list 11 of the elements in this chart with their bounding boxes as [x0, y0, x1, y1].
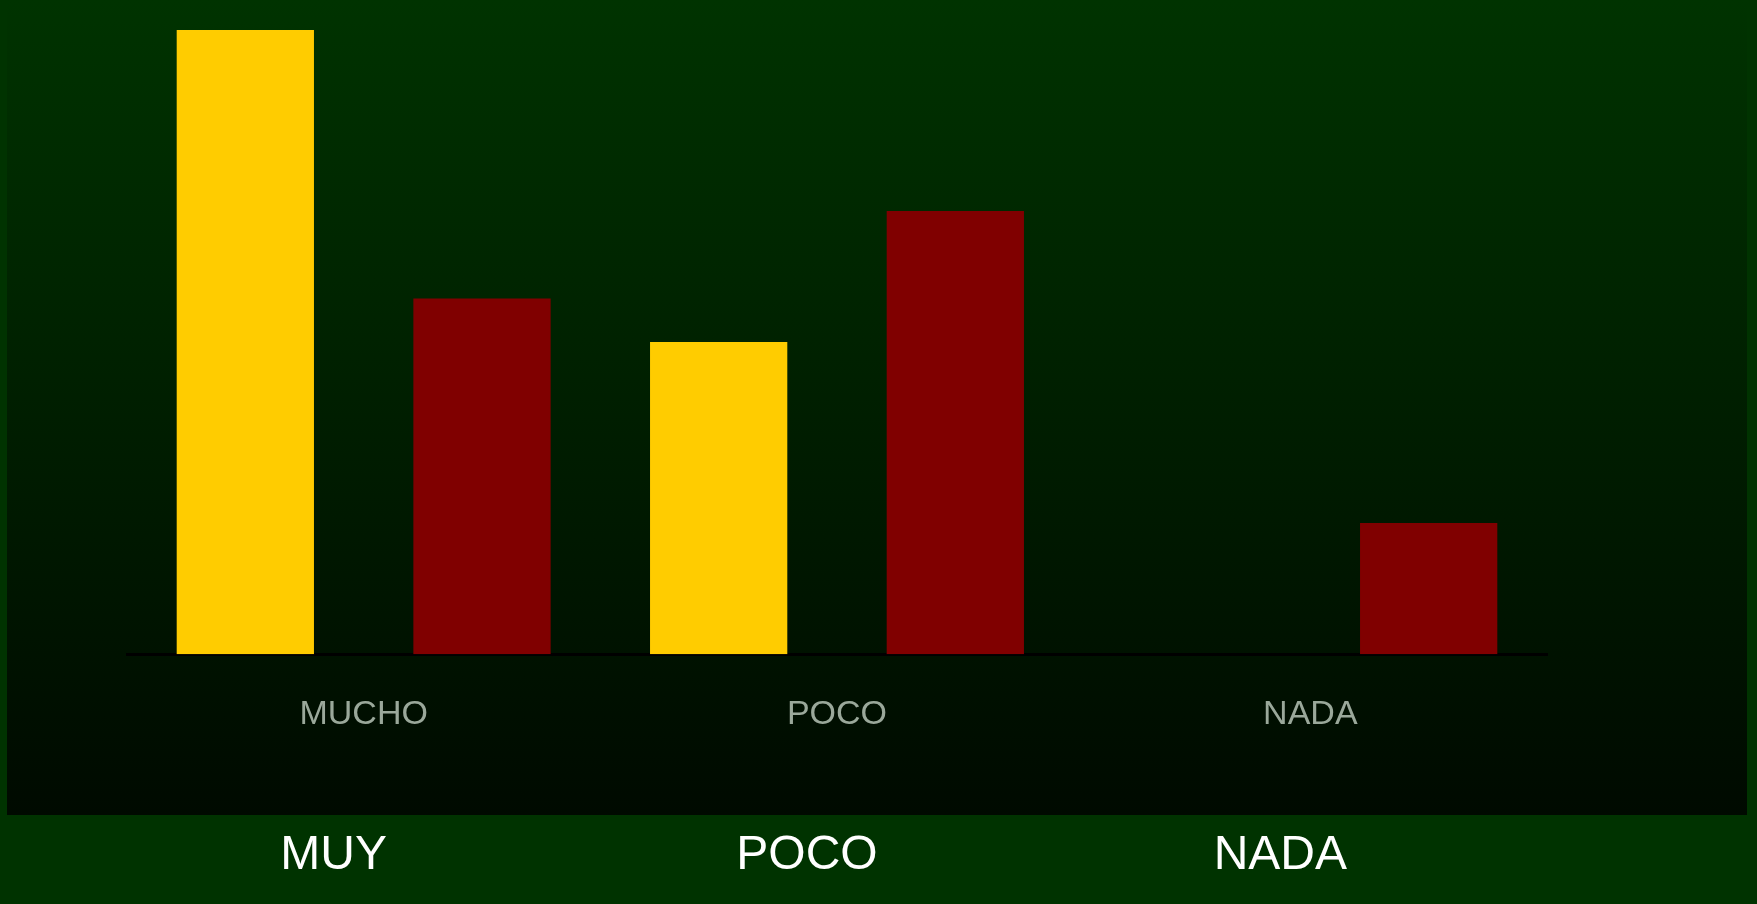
text: MUY — [280, 825, 387, 880]
text: NADA — [1213, 825, 1348, 880]
bar — [413, 298, 551, 655]
bar — [886, 211, 1024, 655]
x-tick-label: POCO — [786, 692, 888, 731]
x-tick-label: MUCHO — [299, 692, 428, 731]
bar — [176, 30, 314, 655]
bar — [1360, 523, 1498, 655]
x-tick-label: NADA — [1263, 692, 1358, 731]
bar — [650, 342, 788, 655]
text: POCO — [736, 825, 878, 880]
